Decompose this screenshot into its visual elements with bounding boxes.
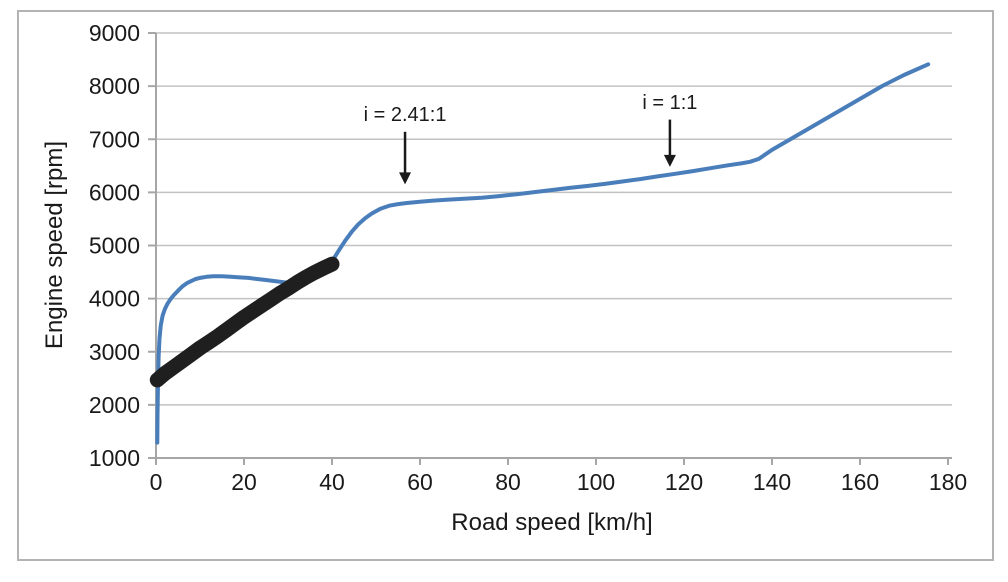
x-tick-label: 120 (665, 469, 703, 495)
y-tick-label: 7000 (89, 126, 140, 152)
axis-ticks (148, 32, 949, 465)
y-tick-label: 2000 (89, 392, 140, 418)
x-tick-label: 140 (753, 469, 791, 495)
x-tick-label: 40 (319, 469, 345, 495)
y-tick-label: 8000 (89, 73, 140, 99)
x-tick-label: 160 (841, 469, 879, 495)
x-axis-tick-labels: 0 20 40 60 80 100 120 140 160 180 (150, 469, 968, 495)
y-tick-label: 4000 (89, 286, 140, 312)
y-tick-label: 6000 (89, 179, 140, 205)
x-tick-label: 180 (929, 469, 967, 495)
series-lines (149, 62, 931, 445)
x-tick-label: 0 (150, 469, 163, 495)
x-tick-label: 20 (231, 469, 257, 495)
y-tick-label: 5000 (89, 233, 140, 259)
gear-ratio-label: i = 2.41:1 (364, 104, 447, 126)
x-tick-label: 60 (407, 469, 433, 495)
y-axis-tick-labels: 1000 2000 3000 4000 5000 6000 7000 8000 9000 (89, 20, 140, 471)
y-tick-label: 9000 (89, 20, 140, 46)
y-tick-label: 3000 (89, 339, 140, 365)
x-tick-label: 100 (577, 469, 615, 495)
annotations: i = 2.41:1 i = 1:1 (364, 92, 697, 185)
engine-speed-vs-road-speed-curve (155, 62, 931, 445)
annotation-arrow-head (663, 154, 676, 167)
x-tick-label: 80 (495, 469, 521, 495)
measured-first-gear-trace (149, 256, 340, 388)
x-axis-title: Road speed [km/h] (451, 509, 652, 536)
y-tick-label: 1000 (89, 445, 140, 471)
gear-ratio-label: i = 1:1 (642, 92, 697, 114)
y-axis-title: Engine speed [rpm] (41, 141, 68, 349)
annotation-arrow-head (399, 172, 412, 185)
gridlines (156, 32, 952, 406)
